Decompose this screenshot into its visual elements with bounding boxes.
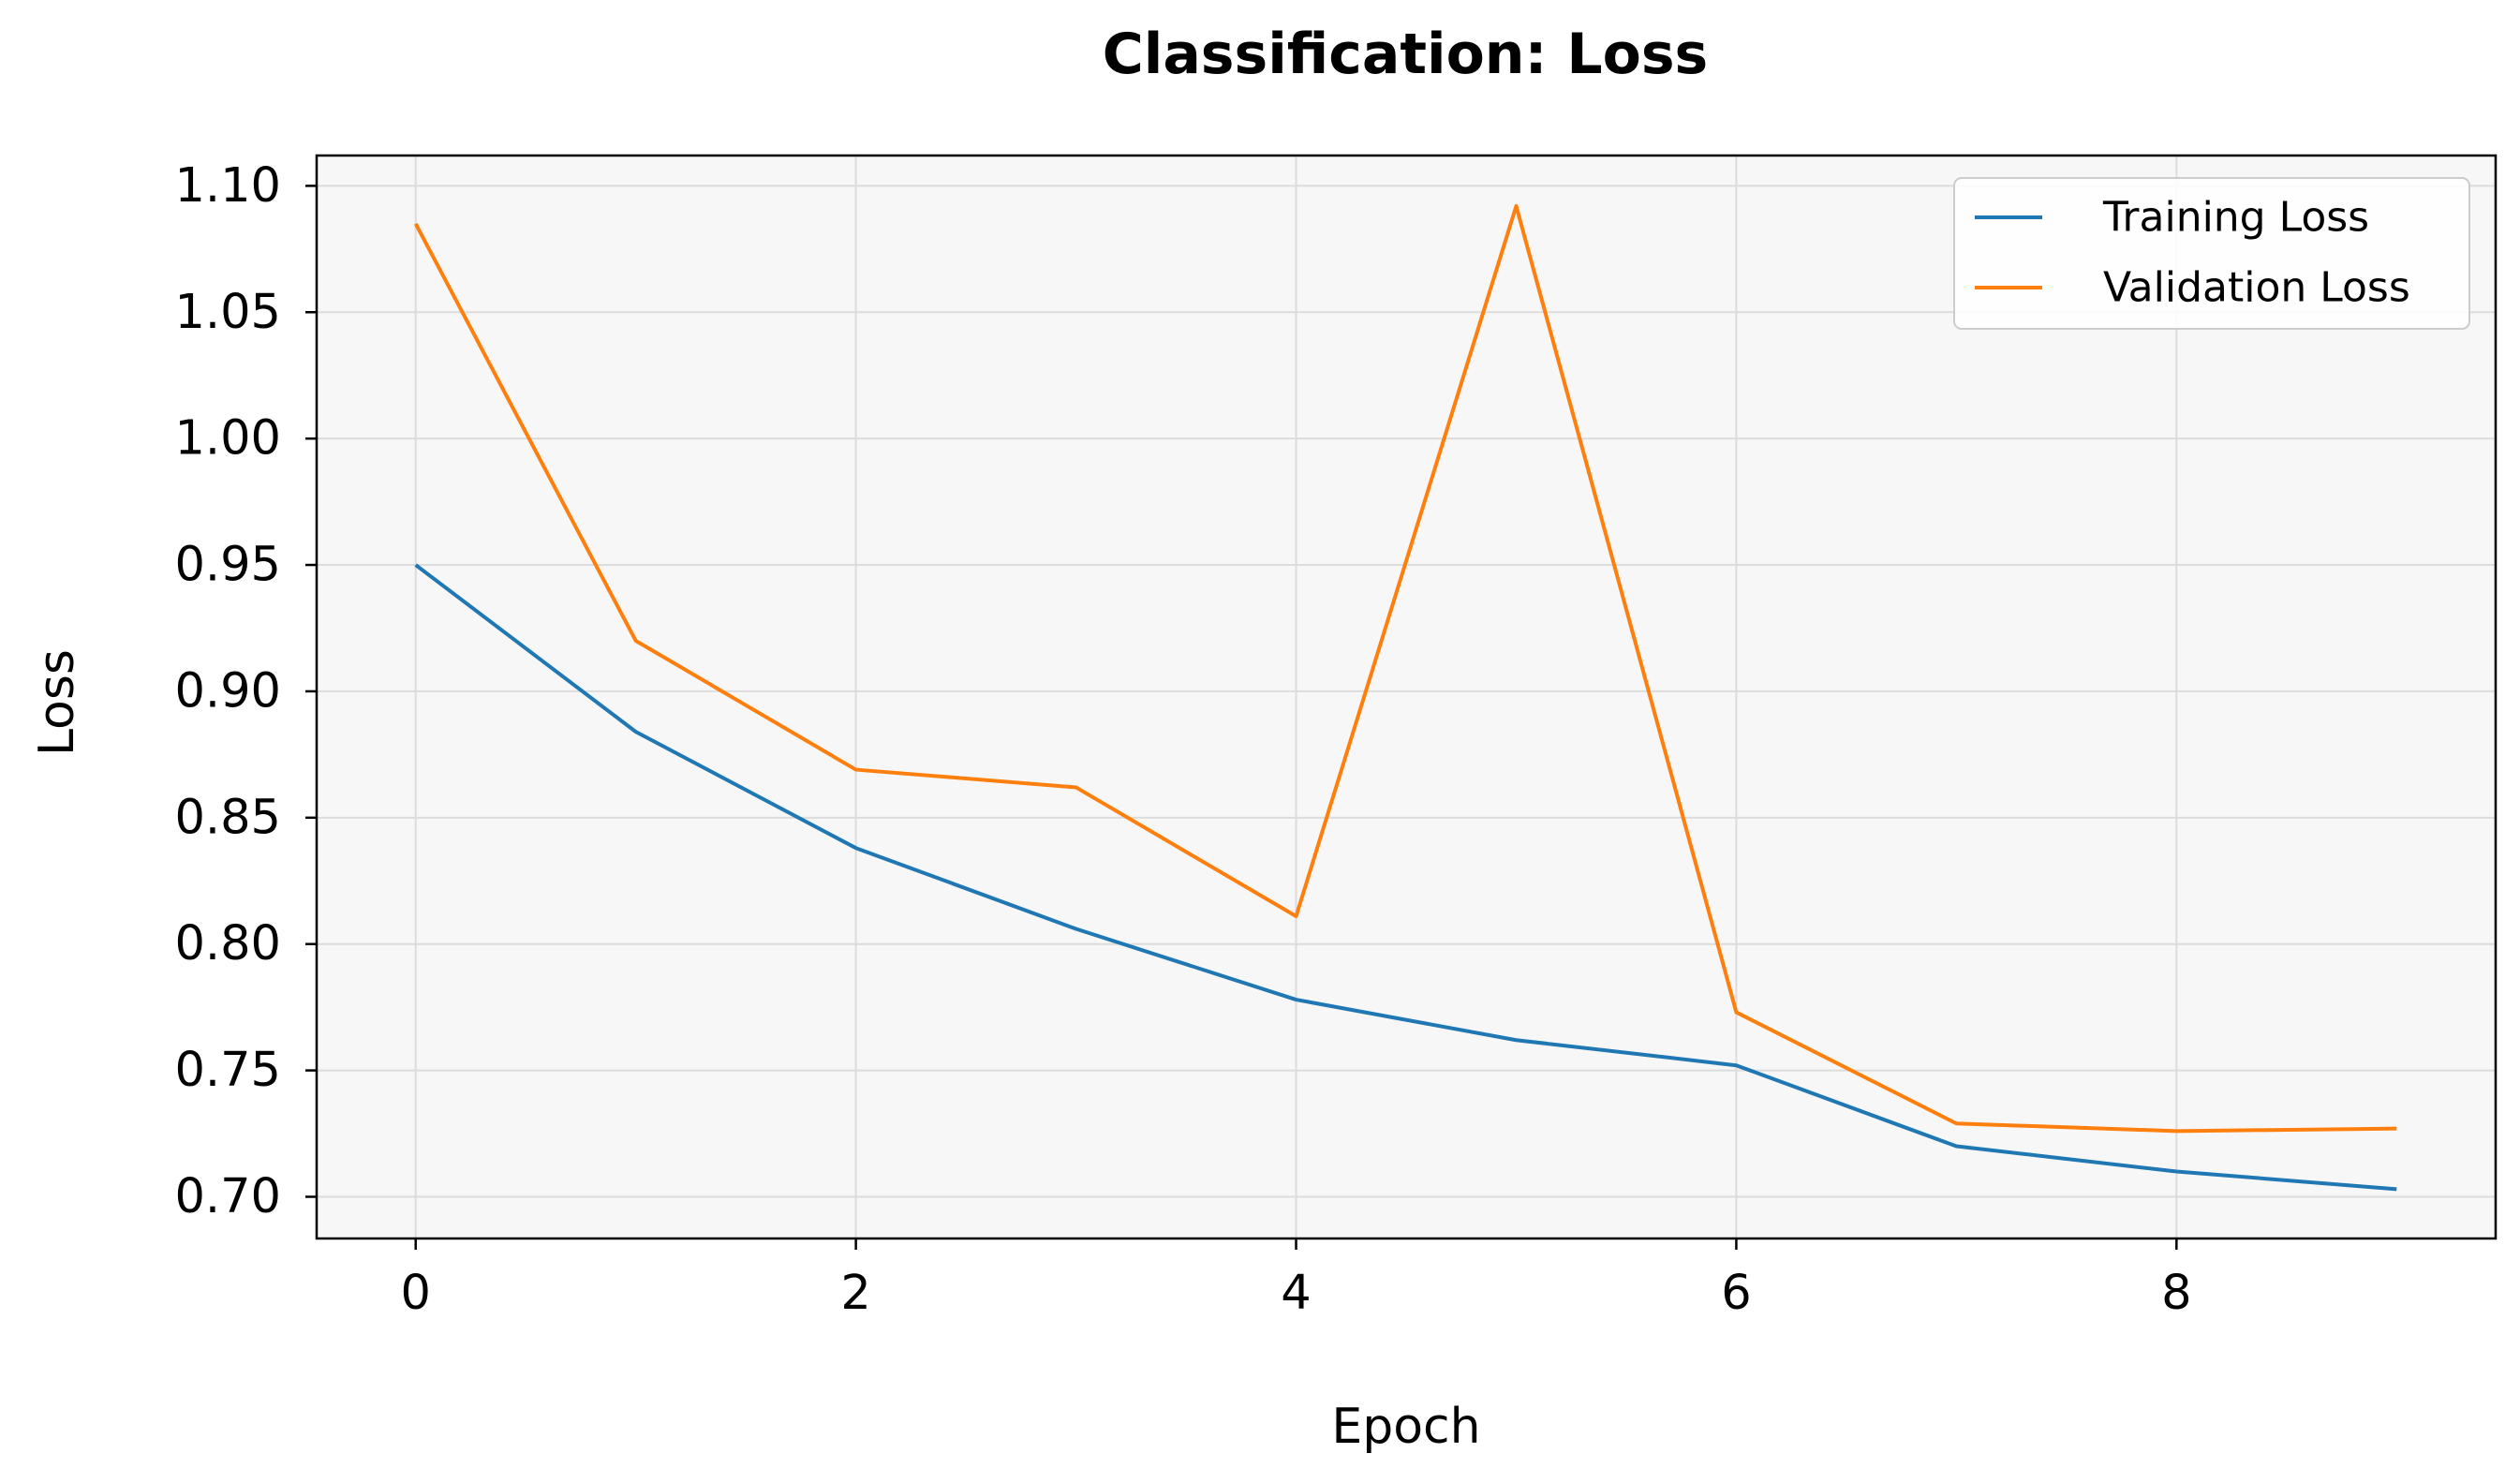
series-lines	[413, 203, 2397, 1192]
legend: Training Loss Validation Loss	[1953, 177, 2470, 330]
y-tick-label: 0.85	[174, 790, 281, 845]
x-tick-label: 2	[840, 1266, 870, 1321]
chart-title: Classification: Loss	[1103, 22, 1709, 87]
x-tick-label: 8	[2161, 1266, 2191, 1321]
y-tick-label: 0.90	[174, 663, 281, 719]
y-tick-label: 0.95	[174, 538, 281, 593]
legend-label: Training Loss	[2102, 194, 2369, 242]
series-line-validation-loss	[413, 203, 2397, 1134]
series-line-training-loss	[414, 563, 2397, 1192]
y-tick-label: 1.00	[174, 411, 281, 467]
x-tick-label: 6	[1721, 1266, 1751, 1321]
y-tick-label: 0.75	[174, 1043, 281, 1098]
x-tick-label: 0	[401, 1266, 431, 1321]
legend-label: Validation Loss	[2103, 264, 2410, 312]
x-axis-label: Epoch	[1331, 1399, 1480, 1455]
y-axis-label: Loss	[29, 649, 85, 756]
plot-area	[317, 156, 2496, 1238]
y-tick-label: 1.05	[174, 285, 281, 340]
y-tick-label: 1.10	[174, 158, 281, 214]
y-tick-label: 0.80	[174, 916, 281, 971]
plot-frame	[315, 154, 2498, 1240]
axis-ticks: 0 2 4 6 8 0.70 0.75 0.80 0.85 0.90 0.95 1.00 1.05 1.1…	[174, 158, 2191, 1321]
x-tick-label: 4	[1281, 1266, 1311, 1321]
legend-box	[1953, 177, 2470, 330]
y-tick-label: 0.70	[174, 1169, 281, 1224]
